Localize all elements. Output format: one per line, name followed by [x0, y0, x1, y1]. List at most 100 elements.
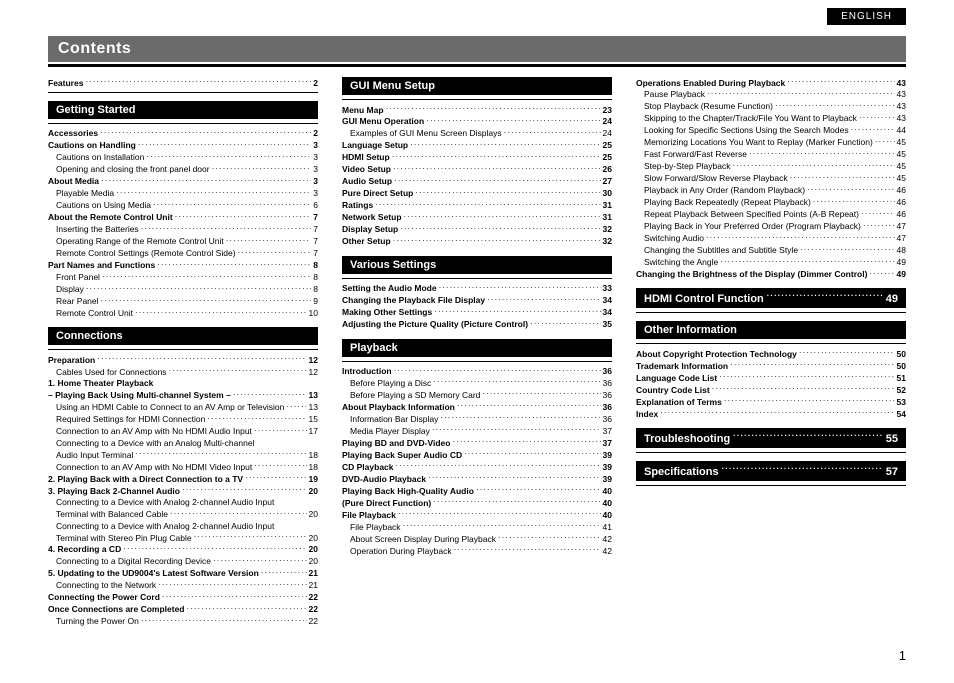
- toc-label: Connecting to a Device with Analog 2-cha…: [48, 521, 274, 532]
- toc-label: Pure Direct Setup: [342, 188, 413, 199]
- toc-page: 3: [313, 188, 318, 199]
- toc-label: Index: [636, 409, 658, 420]
- toc-label: File Playback: [342, 510, 396, 521]
- toc-leader: [170, 509, 307, 518]
- toc-row: Setting the Audio Mode33: [342, 283, 612, 295]
- toc-row: 4. Recording a CD20: [48, 544, 318, 556]
- toc-page: 25: [603, 152, 612, 163]
- toc-label: 2. Playing Back with a Direct Connection…: [48, 474, 243, 485]
- section-heading: Getting Started: [48, 101, 318, 119]
- toc-row: Turning the Power On22: [48, 616, 318, 628]
- toc-label: Before Playing a Disc: [342, 378, 431, 389]
- toc-label: Explanation of Terms: [636, 397, 722, 408]
- toc-leader: [799, 348, 895, 357]
- toc-leader: [863, 221, 895, 230]
- toc-leader: [439, 283, 601, 292]
- section-heading-link: Specifications57: [636, 461, 906, 481]
- toc-row: Front Panel8: [48, 272, 318, 284]
- toc-row: Playback in Any Order (Random Playback)4…: [636, 185, 906, 197]
- toc-row: 3. Playing Back 2-Channel Audio20: [48, 485, 318, 497]
- toc-leader: [162, 592, 307, 601]
- toc-page: 7: [313, 224, 318, 235]
- toc-row: Terminal with Balanced Cable20: [48, 509, 318, 521]
- toc-page: 36: [603, 414, 612, 425]
- toc-row: Audio Setup 27: [342, 176, 612, 188]
- toc-leader: [102, 272, 311, 281]
- toc-leader: [730, 360, 894, 369]
- toc-page: 43: [897, 89, 906, 100]
- toc-leader: [530, 319, 600, 328]
- toc-page: 22: [309, 604, 318, 615]
- toc-label: Switching Audio: [636, 233, 704, 244]
- toc-leader: [187, 604, 307, 613]
- toc-label: Cautions on Handling: [48, 140, 136, 151]
- toc-page: 27: [603, 176, 612, 187]
- toc-row: Changing the Brightness of the Display (…: [636, 269, 906, 281]
- toc-row: Switching Audio 47: [636, 233, 906, 245]
- toc-row: Once Connections are Completed22: [48, 604, 318, 616]
- toc-label: Changing the Playback File Display: [342, 295, 485, 306]
- toc-label: Audio Setup: [342, 176, 392, 187]
- toc-page: 43: [897, 101, 906, 112]
- toc-page: 12: [309, 367, 318, 378]
- toc-label: Terminal with Balanced Cable: [48, 509, 168, 520]
- toc-row: Other Setup32: [342, 236, 612, 248]
- toc-label: 3. Playing Back 2-Channel Audio: [48, 486, 180, 497]
- toc-label: Operation During Playback: [342, 546, 452, 557]
- toc-page: 46: [897, 197, 906, 208]
- toc-row: Cautions on Using Media6: [48, 200, 318, 212]
- toc-leader: [394, 176, 600, 185]
- toc-row: Remote Control Settings (Remote Control …: [48, 248, 318, 260]
- toc-leader: [194, 532, 307, 541]
- toc-label: Memorizing Locations You Want to Replay …: [636, 137, 873, 148]
- toc-leader: [432, 425, 601, 434]
- toc-row: 5. Updating to the UD9004's Latest Softw…: [48, 568, 318, 580]
- toc-page: 40: [603, 498, 612, 509]
- toc-page: 21: [309, 568, 318, 579]
- toc-row: Opening and closing the front panel door…: [48, 164, 318, 176]
- toc-label: CD Playback: [342, 462, 394, 473]
- toc-row: Operating Range of the Remote Control Un…: [48, 236, 318, 248]
- toc-label: Trademark Information: [636, 361, 728, 372]
- toc-page: 3: [313, 176, 318, 187]
- toc-label: Examples of GUI Menu Screen Displays: [342, 128, 502, 139]
- toc-leader: [457, 401, 601, 410]
- toc-leader: [392, 152, 601, 161]
- toc-leader: [138, 140, 311, 149]
- toc-row: Country Code List52: [636, 384, 906, 396]
- toc-leader: [749, 149, 895, 158]
- toc-leader: [767, 291, 883, 302]
- toc-row: Playing Back in Your Preferred Order (Pr…: [636, 221, 906, 233]
- toc-page: 17: [309, 426, 318, 437]
- section-heading: Other Information: [636, 321, 906, 339]
- toc-leader: [861, 209, 895, 218]
- toc-leader: [404, 212, 601, 221]
- toc-row: Connecting to the Network21: [48, 580, 318, 592]
- toc-page: 26: [603, 164, 612, 175]
- toc-leader: [482, 389, 600, 398]
- toc-label: Media Player Display: [342, 426, 430, 437]
- toc-row: DVD-Audio Playback39: [342, 473, 612, 485]
- toc-page: 45: [897, 161, 906, 172]
- toc-leader: [719, 372, 894, 381]
- toc-row: Explanation of Terms 53: [636, 396, 906, 408]
- toc-row: Display8: [48, 284, 318, 296]
- toc-leader: [724, 396, 895, 405]
- toc-page: 47: [897, 233, 906, 244]
- column-2: GUI Menu SetupMenu Map23GUI Menu Operati…: [342, 77, 612, 628]
- toc-page: 25: [603, 140, 612, 151]
- toc-page: 6: [313, 200, 318, 211]
- toc-row: Pause Playback43: [636, 89, 906, 101]
- toc-leader: [135, 449, 306, 458]
- toc-page: 53: [897, 397, 906, 408]
- toc-row: Preparation12: [48, 354, 318, 366]
- section-rule: [48, 92, 318, 93]
- toc-leader: [660, 408, 894, 417]
- toc-page: 9: [313, 296, 318, 307]
- toc-row: Features2: [48, 77, 318, 89]
- toc-label: Video Setup: [342, 164, 391, 175]
- toc-row: Part Names and Functions8: [48, 260, 318, 272]
- toc-leader: [261, 568, 307, 577]
- toc-page: 24: [603, 128, 612, 139]
- toc-label: Connecting to the Network: [48, 580, 156, 591]
